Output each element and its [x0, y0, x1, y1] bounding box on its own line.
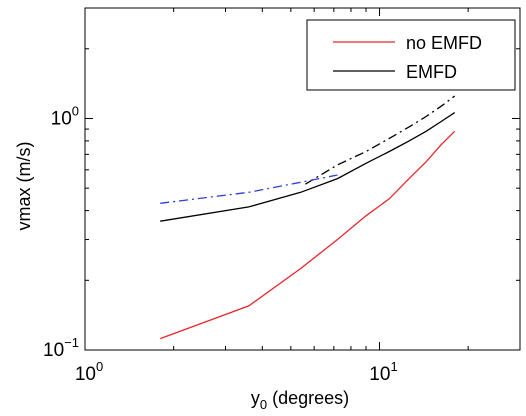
x-axis-label: y0 (degrees): [251, 388, 349, 412]
legend-label: no EMFD: [406, 33, 482, 53]
y-tick-label: 10−1: [43, 335, 79, 361]
plot-frame: [84, 7, 521, 351]
series-line-0: [159, 130, 456, 340]
legend: no EMFD EMFD: [306, 19, 516, 91]
legend-box: [306, 19, 516, 91]
legend-label: EMFD: [406, 62, 457, 82]
series-line-3: [160, 174, 338, 204]
x-axis-label-rest: (degrees): [267, 388, 349, 408]
y-tick-label: 100: [51, 103, 79, 129]
plot-area: [84, 7, 521, 351]
x-axis-label-main: y: [251, 388, 260, 408]
x-tick-label: 100: [75, 359, 103, 385]
series-line-1: [160, 112, 456, 222]
series-layer: [159, 95, 456, 340]
x-tick-label: 101: [369, 359, 397, 385]
x-axis-label-subscript: 0: [260, 397, 267, 412]
y-axis-label: vmax (m/s): [14, 142, 34, 231]
series-line-2: [304, 95, 456, 185]
